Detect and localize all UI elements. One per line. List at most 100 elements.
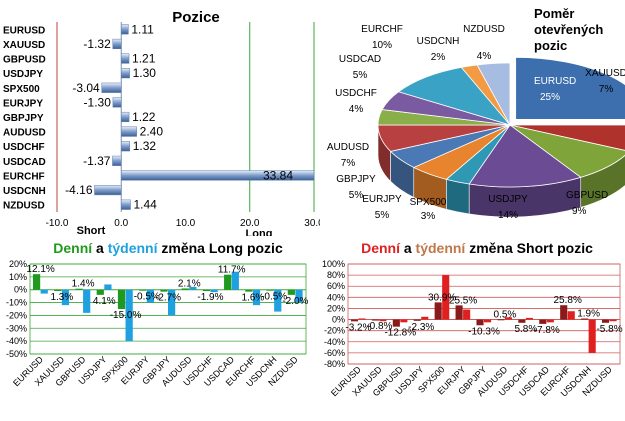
short-change-title: Denní a týdenní změna Short pozic	[361, 240, 593, 256]
short-bar-daily	[560, 305, 568, 320]
long-data-label: -0.5%	[261, 291, 287, 302]
pie-slice-percent: 5%	[375, 210, 390, 221]
short-bar-weekly	[609, 319, 617, 322]
short-title-part: změna Short pozic	[465, 240, 593, 256]
short-bar-daily	[413, 319, 421, 321]
positions-value-label: -3.04	[72, 81, 100, 95]
pie-slice	[476, 62, 511, 126]
short-data-label: 0.5%	[494, 309, 517, 320]
pie-slice-name: GBPJPY	[336, 174, 376, 185]
pie-slice-name: USDCNH	[417, 36, 460, 47]
long-bar-daily	[287, 289, 295, 295]
positions-category-label: NZDUSD	[3, 201, 45, 212]
long-bar-daily	[54, 289, 62, 291]
short-bar-daily	[581, 318, 589, 320]
long-title-part: Denní	[53, 240, 93, 256]
short-data-label: -0.8%	[366, 321, 392, 332]
long-bar-daily	[266, 289, 274, 291]
positions-bar	[112, 38, 122, 49]
positions-category-label: USDCHF	[3, 142, 45, 153]
short-y-tick: -60%	[324, 348, 345, 358]
short-data-label: -5.8%	[596, 324, 622, 335]
pie-slice-percent: 25%	[540, 92, 560, 103]
long-bar-weekly	[189, 287, 197, 290]
long-bar-weekly	[274, 289, 282, 312]
pie-slice-name: EURCHF	[361, 24, 403, 35]
positions-bar	[112, 97, 122, 108]
long-y-tick: 0%	[14, 285, 27, 295]
long-bar-weekly	[168, 289, 176, 316]
long-bar-weekly	[40, 289, 48, 294]
long-data-label: 11.7%	[218, 265, 246, 276]
positions-bar	[121, 126, 137, 137]
short-bar-weekly	[400, 319, 408, 323]
pie-slice-name: EURUSD	[534, 76, 576, 87]
long-bar-weekly	[231, 271, 239, 290]
positions-bar	[121, 170, 315, 181]
positions-value-label: 33.84	[263, 168, 293, 182]
long-y-tick: 20%	[9, 259, 27, 269]
short-bar-daily	[455, 305, 463, 320]
short-data-label: 30.9%	[428, 292, 456, 303]
short-bar-daily	[371, 319, 379, 321]
positions-category-label: USDCAD	[3, 157, 46, 168]
short-bar-weekly	[379, 319, 387, 322]
positions-value-label: 1.30	[133, 66, 157, 80]
short-bar-weekly	[484, 319, 492, 323]
short-bar-daily	[392, 319, 400, 327]
pie-slice-percent: 5%	[353, 70, 368, 81]
long-data-label: 1.6%	[242, 293, 265, 304]
long-y-tick: -50%	[6, 349, 27, 359]
positions-bar	[121, 24, 129, 35]
short-bar-weekly	[358, 318, 366, 320]
long-data-label: 4.1%	[93, 296, 116, 307]
short-bar-daily	[434, 302, 442, 320]
pie-slice-percent: 2%	[431, 52, 446, 63]
positions-category-label: SPX500	[3, 84, 40, 95]
short-bar-weekly	[421, 316, 429, 320]
long-change-chart: Denní a týdenní změna Long pozic 20% 10% 0…	[6, 240, 309, 389]
short-y-tick: 100%	[322, 259, 345, 269]
short-bar-daily	[518, 319, 526, 323]
long-bar-weekly	[252, 289, 261, 306]
long-data-label: -1.9%	[197, 292, 223, 303]
long-data-label: -2.7%	[155, 293, 181, 304]
long-data-label: 1.3%	[50, 292, 73, 303]
long-bar-daily	[117, 289, 126, 309]
positions-value-label: 1.22	[132, 110, 156, 124]
long-y-tick: -30%	[6, 323, 27, 333]
positions-category-label: GBPJPY	[3, 113, 44, 124]
pie-slice-side	[446, 178, 470, 215]
pie-slice-percent: 7%	[599, 84, 614, 95]
positions-category-label: EURCHF	[3, 171, 45, 182]
short-data-label: -2.3%	[408, 322, 434, 333]
positions-value-label: 1.21	[132, 52, 156, 66]
short-change-chart: Denní a týdenní změna Short pozic 100%80…	[322, 240, 623, 399]
long-axis-label: Long	[246, 228, 273, 236]
pie-title-line: pozic	[534, 38, 567, 53]
positions-category-label: USDCNH	[3, 186, 46, 197]
pie-title-line: otevřených	[534, 22, 603, 37]
short-y-tick: 60%	[327, 281, 345, 291]
pie-slice-name: USDCHF	[335, 88, 377, 99]
long-bar-weekly	[295, 289, 303, 303]
positions-value-label: -4.16	[65, 183, 93, 197]
long-bar-weekly	[210, 289, 218, 293]
long-data-label: 1.4%	[72, 279, 95, 290]
pie-slice-percent: 10%	[372, 40, 392, 51]
long-bar-daily	[96, 289, 104, 295]
positions-bar	[121, 53, 130, 64]
positions-chart-title: Pozice	[172, 9, 220, 26]
long-bar-daily	[32, 274, 41, 290]
long-bar-weekly	[125, 289, 133, 342]
pie-slice-name: USDJPY	[488, 194, 528, 205]
short-bar-weekly	[525, 317, 533, 320]
short-data-label: -10.3%	[468, 326, 500, 337]
pie-slice-name: NZDUSD	[463, 24, 505, 35]
short-title-part: týdenní	[416, 240, 467, 256]
positions-bar	[121, 141, 130, 152]
short-y-tick: 80%	[327, 270, 345, 280]
long-bar-daily	[202, 289, 211, 291]
